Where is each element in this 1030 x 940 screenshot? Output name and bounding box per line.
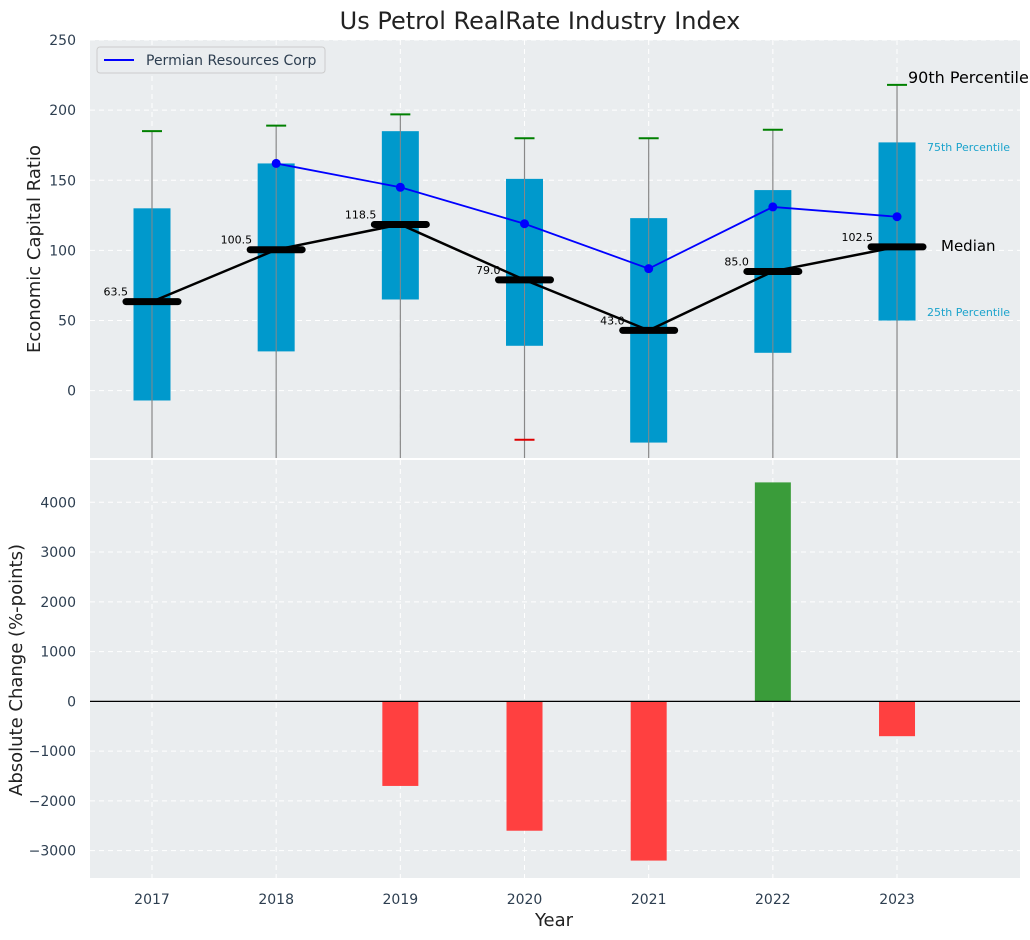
legend-label: Permian Resources Corp (146, 53, 317, 69)
bottom-y-tick-label: 3000 (40, 545, 76, 561)
x-tick-label: 2017 (134, 892, 170, 908)
top-panel: 0 50 100 150 200 250 63.5 100.5 118.5 79.0 43.0 85… (24, 33, 1029, 458)
x-axis-label: Year (534, 910, 574, 931)
bottom-marks (90, 482, 1020, 861)
x-tick-label: 2020 (507, 892, 543, 908)
series-point (768, 202, 778, 212)
x-tick-label: 2022 (755, 892, 791, 908)
top-y-axis-label: Economic Capital Ratio (24, 145, 45, 353)
top-y-tick-label: 200 (49, 103, 76, 119)
top-y-tick-label: 50 (58, 314, 76, 330)
x-ticks: 2017 2018 2019 2020 2021 2022 2023 (134, 892, 915, 908)
series-point (271, 158, 281, 168)
series-point (644, 264, 654, 274)
legend-box (96, 46, 326, 74)
median-value-label: 79.0 (476, 264, 501, 277)
x-tick-label: 2023 (879, 892, 915, 908)
bottom-y-tick-label: 0 (67, 694, 76, 710)
annotation-median: Median (941, 237, 996, 255)
x-tick-label: 2021 (631, 892, 667, 908)
change-bar (879, 701, 916, 737)
series-point (520, 219, 530, 229)
top-y-tick-label: 0 (67, 384, 76, 400)
median-value-label: 100.5 (221, 234, 253, 247)
series-point (395, 182, 405, 192)
top-marks: 63.5 100.5 118.5 79.0 43.0 85.0 102.5 (104, 83, 927, 458)
x-tick-label: 2019 (383, 892, 419, 908)
bottom-y-tick-label: 4000 (40, 495, 76, 511)
top-y-ticks: 0 50 100 150 200 250 (49, 33, 76, 400)
median-value-label: 63.5 (104, 286, 129, 299)
bottom-y-tick-label: −3000 (29, 844, 76, 860)
chart-title: Us Petrol RealRate Industry Index (340, 7, 741, 35)
annotation-p90: 90th Percentile (908, 68, 1029, 87)
bottom-y-axis-label: Absolute Change (%-points) (6, 544, 27, 796)
top-y-tick-label: 100 (49, 243, 76, 259)
bottom-y-tick-label: 2000 (40, 595, 76, 611)
bottom-y-ticks: −3000 −2000 −1000 0 1000 2000 3000 4000 (29, 495, 76, 859)
top-y-tick-label: 150 (49, 173, 76, 189)
top-y-tick-label: 250 (49, 33, 76, 49)
change-bar (382, 701, 419, 786)
bottom-panel-background (90, 460, 1020, 878)
median-value-label: 118.5 (345, 208, 377, 221)
bottom-y-tick-label: 1000 (40, 645, 76, 661)
x-tick-label: 2018 (258, 892, 294, 908)
median-value-label: 102.5 (842, 231, 874, 244)
change-bar (506, 701, 543, 831)
bottom-y-tick-label: −1000 (29, 744, 76, 760)
series-line (276, 162, 898, 270)
annotation-p75: 75th Percentile (927, 141, 1010, 154)
median-value-label: 43.0 (600, 314, 625, 327)
median-value-label: 85.0 (724, 255, 749, 268)
change-bar (754, 482, 791, 702)
bottom-y-tick-label: −2000 (29, 794, 76, 810)
change-bar (630, 701, 667, 861)
annotation-p25: 25th Percentile (927, 306, 1010, 319)
legend: Permian Resources Corp (96, 46, 326, 74)
series-point (892, 212, 902, 222)
